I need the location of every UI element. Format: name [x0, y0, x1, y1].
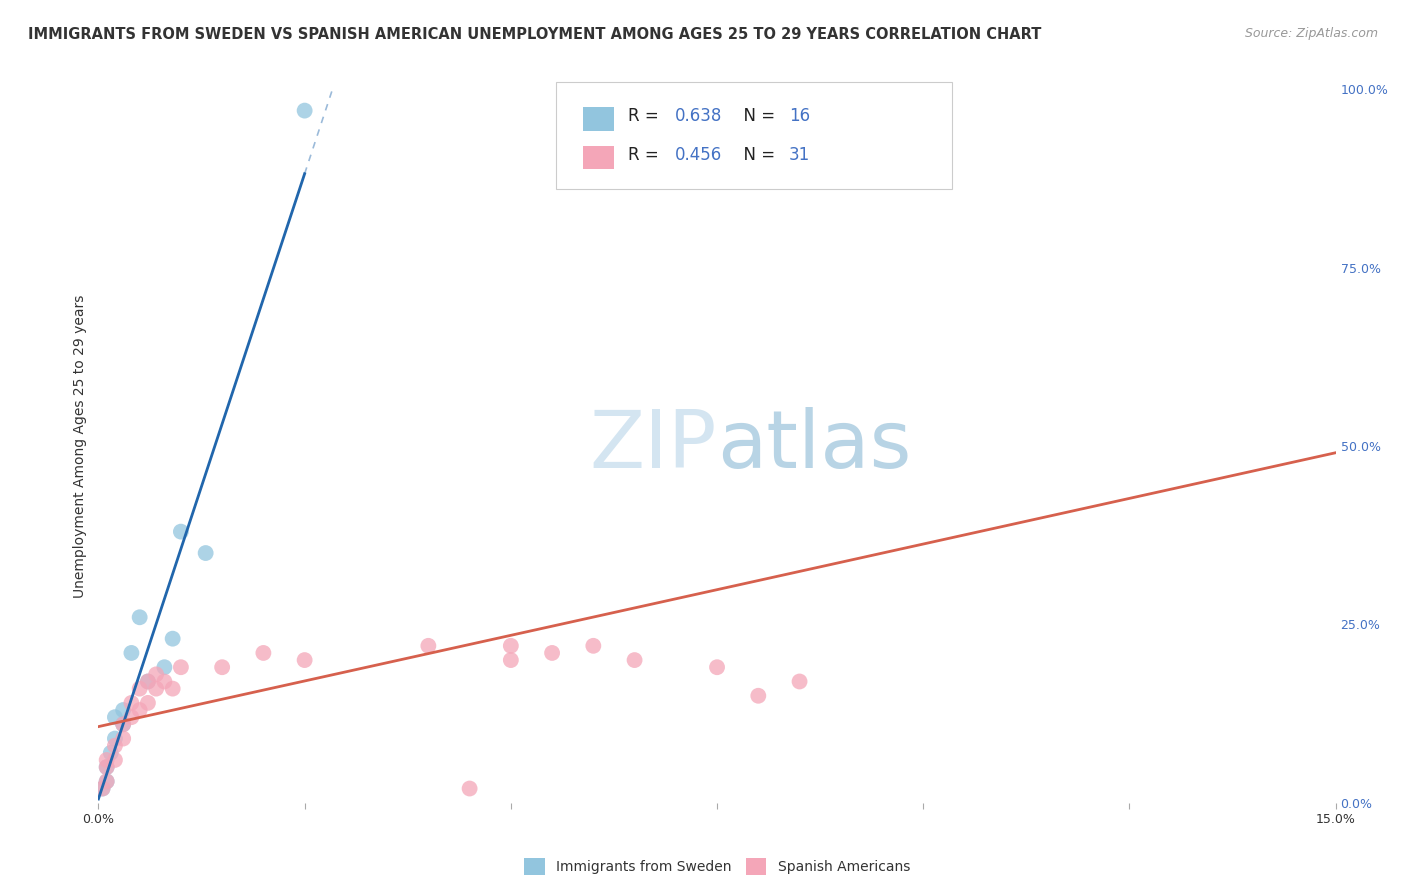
Point — [96, 760, 118, 774]
Point — [104, 731, 127, 746]
Point — [211, 660, 233, 674]
Point — [96, 774, 118, 789]
Point — [623, 653, 645, 667]
Point — [499, 653, 522, 667]
Text: ZIP: ZIP — [589, 407, 717, 485]
Legend: Immigrants from Sweden, Spanish Americans: Immigrants from Sweden, Spanish American… — [517, 851, 917, 881]
Point — [162, 681, 184, 696]
Point — [194, 546, 217, 560]
Point — [136, 674, 159, 689]
Point — [96, 760, 118, 774]
Point — [128, 610, 150, 624]
Text: 31: 31 — [789, 146, 810, 164]
Point — [145, 681, 167, 696]
Text: 0.638: 0.638 — [675, 107, 723, 125]
Text: N =: N = — [733, 146, 780, 164]
Point — [145, 667, 167, 681]
Point — [120, 696, 142, 710]
Point — [153, 660, 176, 674]
Point — [294, 653, 316, 667]
Point — [162, 632, 184, 646]
Point — [104, 753, 127, 767]
Point — [747, 689, 769, 703]
Point — [170, 660, 193, 674]
Point — [789, 674, 811, 689]
Point — [294, 103, 316, 118]
Point — [112, 703, 135, 717]
Point — [170, 524, 193, 539]
Text: 16: 16 — [789, 107, 810, 125]
Point — [112, 731, 135, 746]
Point — [418, 639, 440, 653]
Point — [665, 82, 688, 96]
Bar — [583, 107, 614, 130]
Point — [96, 774, 118, 789]
Text: Source: ZipAtlas.com: Source: ZipAtlas.com — [1244, 27, 1378, 40]
Point — [128, 681, 150, 696]
Text: atlas: atlas — [717, 407, 911, 485]
Point — [582, 639, 605, 653]
Text: N =: N = — [733, 107, 780, 125]
Point — [153, 674, 176, 689]
Point — [91, 781, 114, 796]
Point — [96, 753, 118, 767]
Point — [128, 703, 150, 717]
Point — [120, 646, 142, 660]
Point — [252, 646, 274, 660]
Point — [112, 717, 135, 731]
Point — [120, 710, 142, 724]
Point — [136, 696, 159, 710]
Text: IMMIGRANTS FROM SWEDEN VS SPANISH AMERICAN UNEMPLOYMENT AMONG AGES 25 TO 29 YEAR: IMMIGRANTS FROM SWEDEN VS SPANISH AMERIC… — [28, 27, 1042, 42]
Point — [706, 660, 728, 674]
Point — [499, 639, 522, 653]
FancyBboxPatch shape — [557, 82, 952, 189]
Point — [458, 781, 481, 796]
Text: R =: R = — [628, 146, 664, 164]
Point — [104, 739, 127, 753]
Y-axis label: Unemployment Among Ages 25 to 29 years: Unemployment Among Ages 25 to 29 years — [73, 294, 87, 598]
Point — [136, 674, 159, 689]
Text: R =: R = — [628, 107, 664, 125]
Bar — [583, 146, 614, 169]
Point — [112, 717, 135, 731]
Point — [541, 646, 564, 660]
Point — [91, 781, 114, 796]
Point — [104, 710, 127, 724]
Text: 0.456: 0.456 — [675, 146, 723, 164]
Point — [100, 746, 122, 760]
